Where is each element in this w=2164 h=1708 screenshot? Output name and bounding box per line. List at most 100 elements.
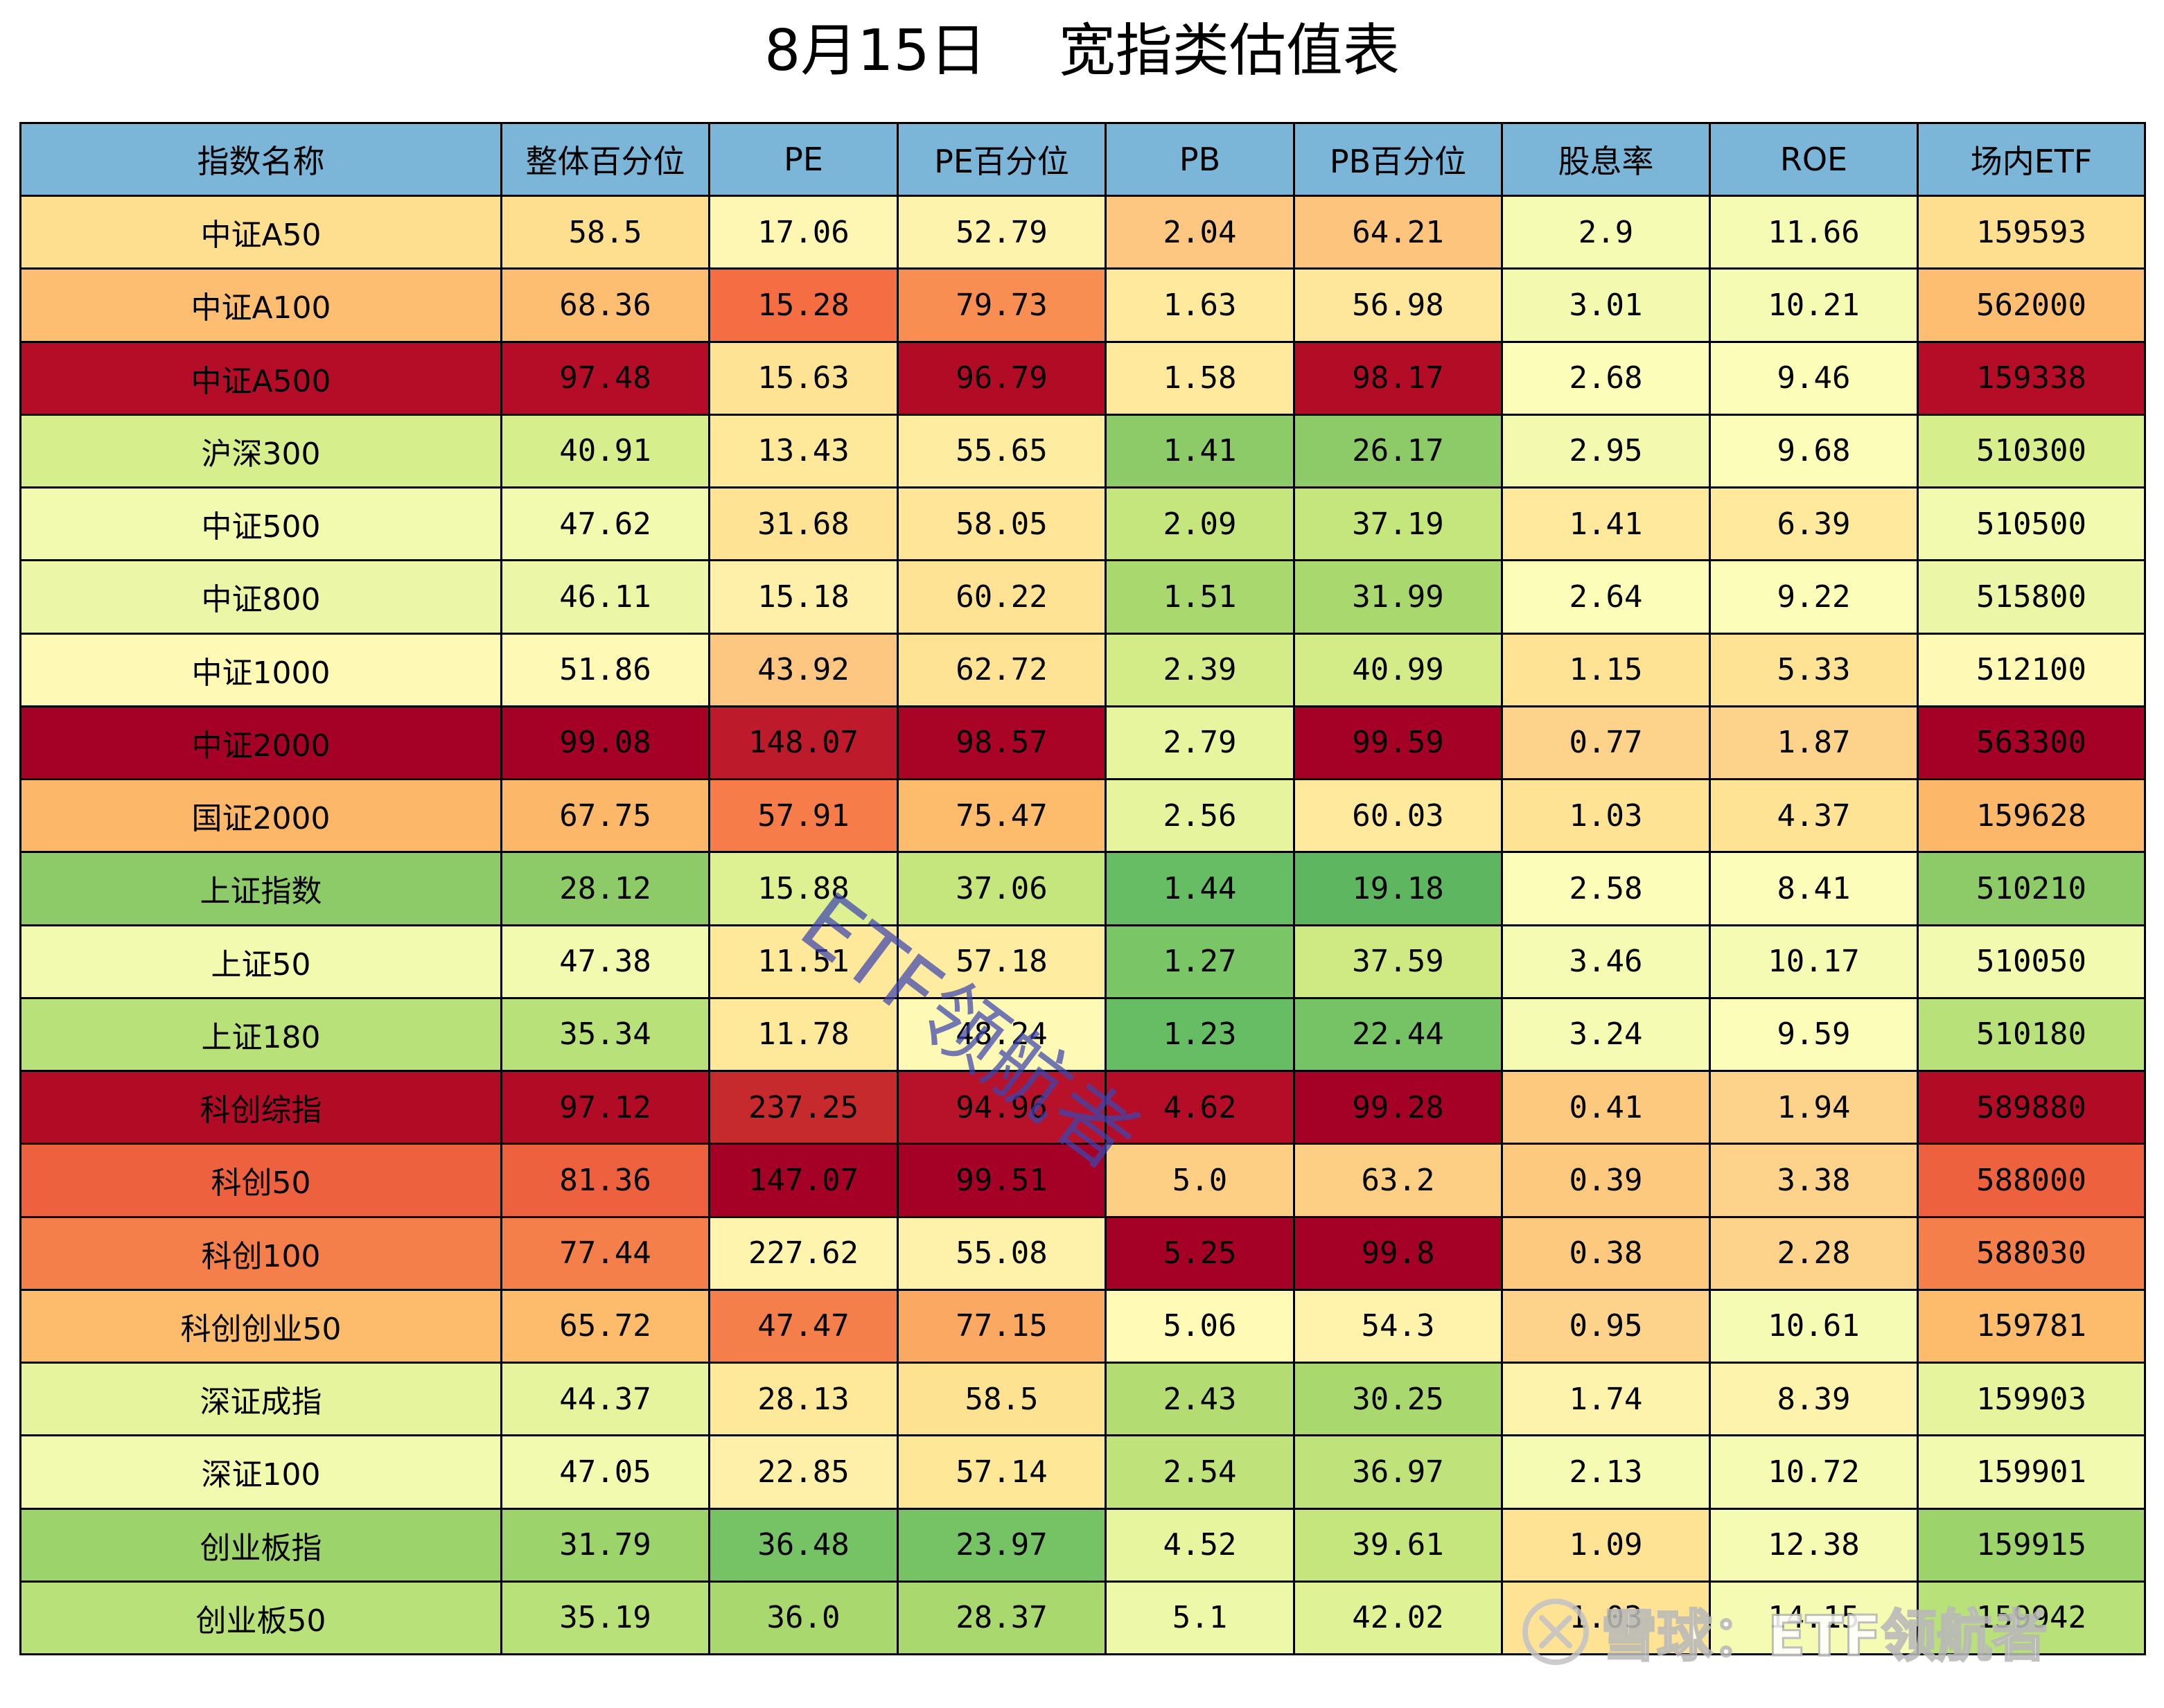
table-cell: 159901 xyxy=(1917,1434,2146,1510)
valuation-table: 指数名称 整体百分位 PE PE百分位 PB PB百分位 股息率 ROE 场内ETF 中证A50… xyxy=(19,122,2146,1656)
index-name-cell: 科创综指 xyxy=(19,1069,502,1145)
index-name-cell: 中证A500 xyxy=(19,340,502,416)
table-cell: 9.46 xyxy=(1709,340,1919,416)
table-cell: 67.75 xyxy=(500,777,710,854)
index-name-cell: 深证成指 xyxy=(19,1361,502,1437)
table-cell: 28.13 xyxy=(708,1361,899,1437)
table-cell: 11.78 xyxy=(708,996,899,1073)
table-cell: 57.18 xyxy=(897,924,1107,999)
table-cell: 58.5 xyxy=(500,194,710,270)
table-cell: 68.36 xyxy=(500,267,710,343)
table-cell: 30.25 xyxy=(1293,1361,1503,1437)
table-cell: 510180 xyxy=(1917,996,2146,1073)
table-cell: 2.58 xyxy=(1501,851,1711,926)
table-cell: 26.17 xyxy=(1293,413,1503,489)
table-cell: 6.39 xyxy=(1709,486,1919,562)
column-header: 股息率 xyxy=(1501,122,1711,197)
index-name-cell: 创业板50 xyxy=(19,1580,502,1656)
table-cell: 515800 xyxy=(1917,559,2146,635)
table-cell: 562000 xyxy=(1917,267,2146,343)
table-cell: 3.46 xyxy=(1501,924,1711,999)
table-row: 沪深300 40.91 13.43 55.65 1.41 26.17 2.95 9.68 510… xyxy=(19,413,2146,489)
index-name-cell: 科创50 xyxy=(19,1143,502,1218)
table-cell: 9.68 xyxy=(1709,413,1919,489)
table-cell: 9.22 xyxy=(1709,559,1919,635)
column-header: PE xyxy=(708,122,899,197)
table-row: 上证180 35.34 11.78 48.24 1.23 22.44 3.24 9.59 510… xyxy=(19,996,2146,1073)
table-row: 科创创业50 65.72 47.47 77.15 5.06 54.3 0.95 10.61 15… xyxy=(19,1288,2146,1364)
table-row: 中证1000 51.86 43.92 62.72 2.39 40.99 1.15 5.33 51… xyxy=(19,632,2146,707)
table-cell: 99.08 xyxy=(500,705,710,781)
table-cell: 77.15 xyxy=(897,1288,1107,1364)
table-cell: 2.13 xyxy=(1501,1434,1711,1510)
table-header: 指数名称 整体百分位 PE PE百分位 PB PB百分位 股息率 ROE 场内ETF xyxy=(19,122,2146,197)
table-cell: 5.06 xyxy=(1105,1288,1295,1364)
table-cell: 0.39 xyxy=(1501,1143,1711,1218)
table-cell: 31.99 xyxy=(1293,559,1503,635)
table-cell: 15.18 xyxy=(708,559,899,635)
table-cell: 10.17 xyxy=(1709,924,1919,999)
table-cell: 2.04 xyxy=(1105,194,1295,270)
table-cell: 0.38 xyxy=(1501,1215,1711,1291)
table-cell: 42.02 xyxy=(1293,1580,1503,1656)
table-cell: 1.09 xyxy=(1501,1507,1711,1583)
table-cell: 36.97 xyxy=(1293,1434,1503,1510)
table-cell: 64.21 xyxy=(1293,194,1503,270)
table-cell: 159903 xyxy=(1917,1361,2146,1437)
table-cell: 36.0 xyxy=(708,1580,899,1656)
table-cell: 54.3 xyxy=(1293,1288,1503,1364)
table-cell: 1.87 xyxy=(1709,705,1919,781)
table-cell: 2.09 xyxy=(1105,486,1295,562)
table-cell: 510050 xyxy=(1917,924,2146,999)
table-cell: 13.43 xyxy=(708,413,899,489)
table-row: 国证2000 67.75 57.91 75.47 2.56 60.03 1.03 4.37 15… xyxy=(19,777,2146,854)
table-cell: 63.2 xyxy=(1293,1143,1503,1218)
table-cell: 58.05 xyxy=(897,486,1107,562)
table-cell: 2.39 xyxy=(1105,632,1295,707)
table-cell: 98.17 xyxy=(1293,340,1503,416)
table-cell: 3.38 xyxy=(1709,1143,1919,1218)
table-cell: 589880 xyxy=(1917,1069,2146,1145)
table-cell: 99.51 xyxy=(897,1143,1107,1218)
table-cell: 31.68 xyxy=(708,486,899,562)
table-cell: 15.28 xyxy=(708,267,899,343)
table-cell: 159915 xyxy=(1917,1507,2146,1583)
table-cell: 44.37 xyxy=(500,1361,710,1437)
table-cell: 510210 xyxy=(1917,851,2146,926)
table-cell: 12.38 xyxy=(1709,1507,1919,1583)
table-cell: 2.28 xyxy=(1709,1215,1919,1291)
table-cell: 39.61 xyxy=(1293,1507,1503,1583)
table-row: 创业板指 31.79 36.48 23.97 4.52 39.61 1.09 12.38 159… xyxy=(19,1507,2146,1583)
table-cell: 227.62 xyxy=(708,1215,899,1291)
table-cell: 47.05 xyxy=(500,1434,710,1510)
table-cell: 4.52 xyxy=(1105,1507,1295,1583)
table-cell: 510300 xyxy=(1917,413,2146,489)
table-row: 科创综指 97.12 237.25 94.96 4.62 99.28 0.41 1.94 589… xyxy=(19,1069,2146,1145)
table-row: 中证800 46.11 15.18 60.22 1.51 31.99 2.64 9.22 515… xyxy=(19,559,2146,635)
table-cell: 57.91 xyxy=(708,777,899,854)
table-cell: 51.86 xyxy=(500,632,710,707)
table-cell: 43.92 xyxy=(708,632,899,707)
table-cell: 11.51 xyxy=(708,924,899,999)
table-cell: 40.99 xyxy=(1293,632,1503,707)
table-cell: 159628 xyxy=(1917,777,2146,854)
table-cell: 2.68 xyxy=(1501,340,1711,416)
table-cell: 510500 xyxy=(1917,486,2146,562)
table-cell: 1.41 xyxy=(1501,486,1711,562)
table-cell: 10.21 xyxy=(1709,267,1919,343)
table-row: 科创100 77.44 227.62 55.08 5.25 99.8 0.38 2.28 588… xyxy=(19,1215,2146,1291)
column-header: PB xyxy=(1105,122,1295,197)
table-cell: 5.33 xyxy=(1709,632,1919,707)
table-row: 深证100 47.05 22.85 57.14 2.54 36.97 2.13 10.72 15… xyxy=(19,1434,2146,1510)
table-cell: 1.74 xyxy=(1501,1361,1711,1437)
table-cell: 8.41 xyxy=(1709,851,1919,926)
table-cell: 65.72 xyxy=(500,1288,710,1364)
index-name-cell: 中证800 xyxy=(19,559,502,635)
table-cell: 23.97 xyxy=(897,1507,1107,1583)
table-cell: 97.12 xyxy=(500,1069,710,1145)
table-body: 中证A50 58.5 17.06 52.79 2.04 64.21 2.9 11.66 1595… xyxy=(19,194,2146,1656)
table-cell: 159338 xyxy=(1917,340,2146,416)
table-cell: 1.15 xyxy=(1501,632,1711,707)
table-cell: 28.37 xyxy=(897,1580,1107,1656)
table-cell: 4.62 xyxy=(1105,1069,1295,1145)
